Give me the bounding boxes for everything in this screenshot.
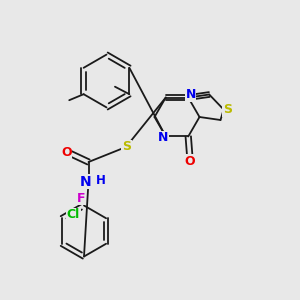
Text: O: O (61, 146, 72, 159)
Text: S: S (223, 103, 232, 116)
Text: N: N (80, 175, 91, 188)
Text: S: S (122, 140, 131, 154)
Text: F: F (77, 191, 85, 205)
Text: H: H (96, 173, 105, 187)
Text: N: N (158, 131, 169, 145)
Text: N: N (185, 88, 196, 101)
Text: Cl: Cl (67, 208, 80, 221)
Text: O: O (184, 155, 195, 168)
